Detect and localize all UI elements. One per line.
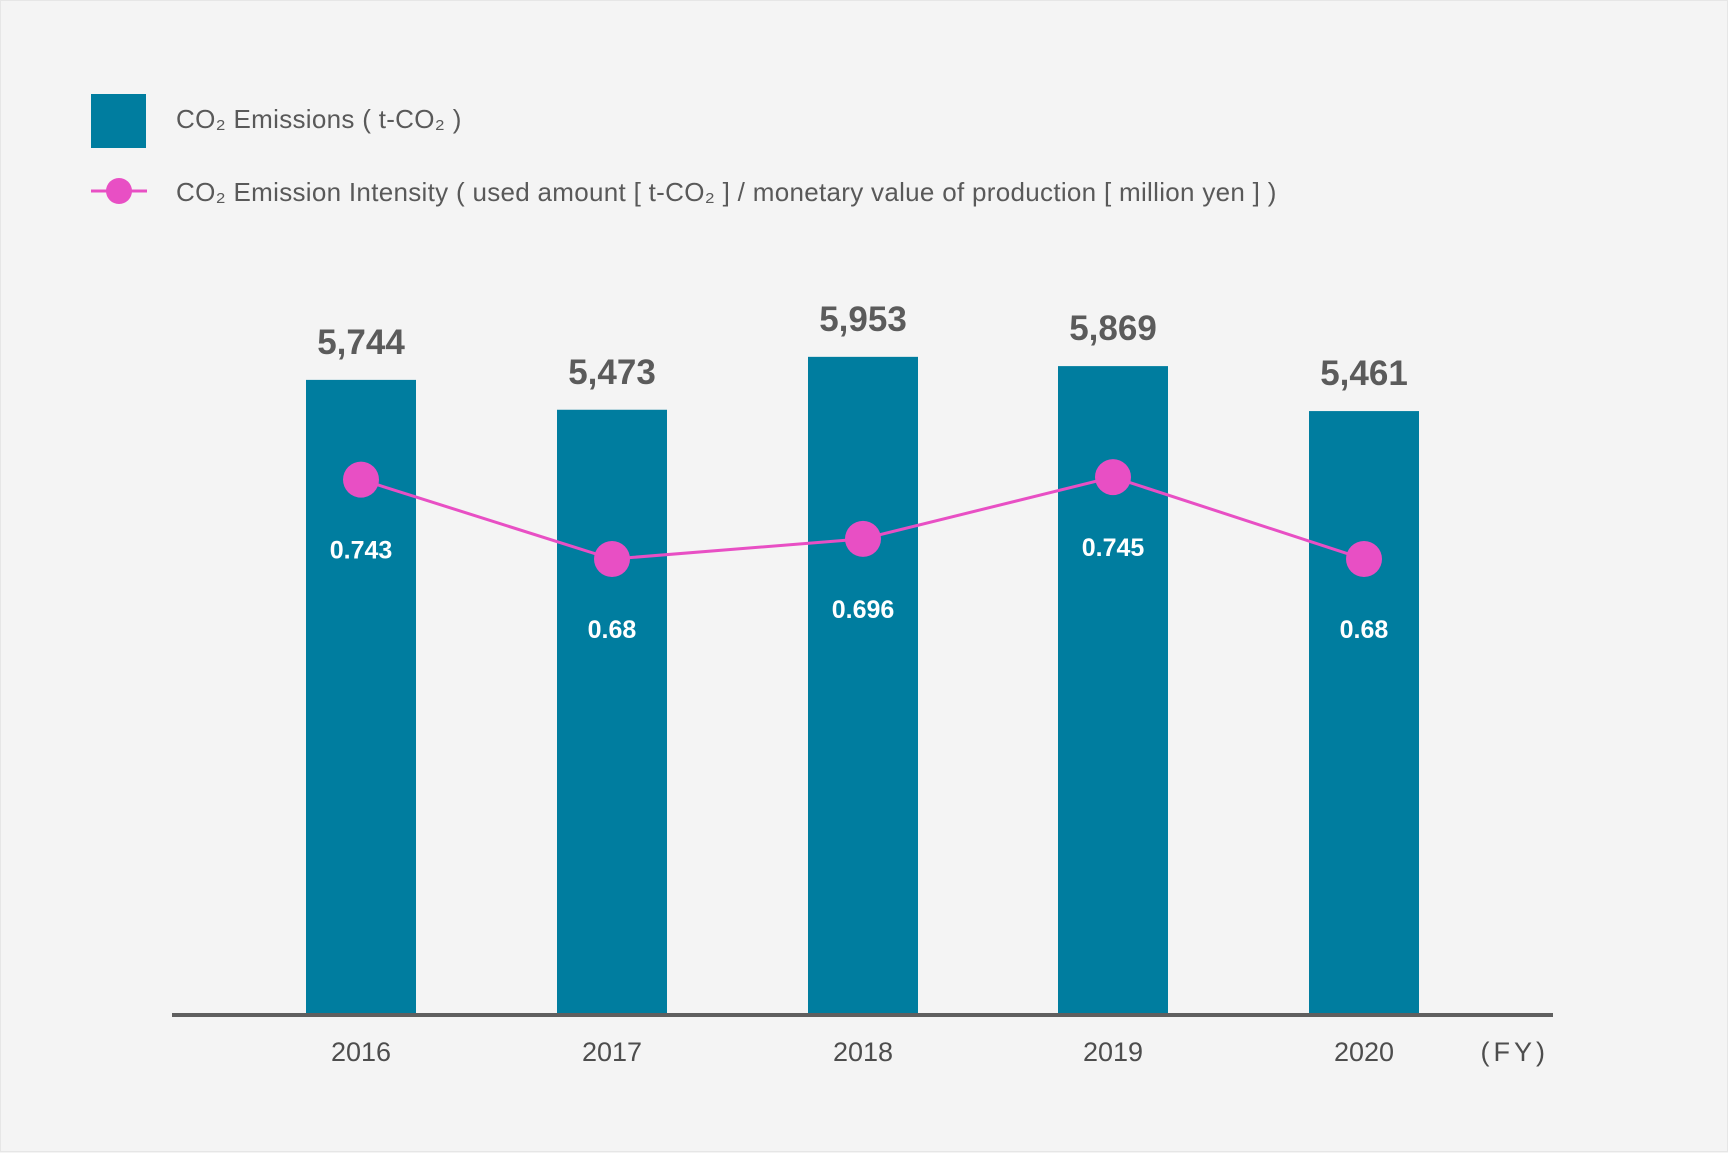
x-axis-unit-label: (FY) — [1481, 1037, 1549, 1067]
intensity-point-2017 — [594, 541, 630, 578]
intensity-point-2019 — [1095, 459, 1131, 496]
intensity-point-2016 — [343, 461, 379, 498]
bar-2017 — [557, 409, 667, 1013]
x-tick-label-2020: 2020 — [1334, 1037, 1394, 1067]
x-tick-label-2017: 2017 — [582, 1037, 642, 1067]
intensity-value-label-2019: 0.745 — [1082, 534, 1145, 562]
bar-value-label-2018: 5,953 — [819, 300, 907, 339]
legend-line-marker — [106, 178, 132, 204]
legend-bar-swatch — [91, 94, 146, 148]
bar-value-label-2020: 5,461 — [1320, 354, 1408, 393]
intensity-value-label-2016: 0.743 — [330, 537, 393, 565]
bar-value-label-2017: 5,473 — [568, 353, 656, 392]
intensity-value-label-2018: 0.696 — [832, 596, 895, 624]
legend-line-icon — [91, 178, 147, 204]
bar-value-label-2016: 5,744 — [317, 323, 405, 362]
x-tick-label-2016: 2016 — [331, 1037, 391, 1067]
bar-value-label-2019: 5,869 — [1069, 309, 1157, 348]
intensity-value-label-2020: 0.68 — [1340, 616, 1389, 644]
legend-line-label: CO₂ Emission Intensity ( used amount [ t… — [176, 177, 1277, 207]
x-tick-label-2018: 2018 — [833, 1037, 893, 1067]
intensity-point-2018 — [845, 520, 881, 557]
bar-2018 — [808, 356, 918, 1013]
bar-2020 — [1309, 411, 1419, 1014]
intensity-point-2020 — [1346, 541, 1382, 578]
x-tick-label-2019: 2019 — [1083, 1037, 1143, 1067]
intensity-value-label-2017: 0.68 — [588, 616, 637, 644]
legend-bar-label: CO₂ Emissions ( t-CO₂ ) — [176, 104, 462, 134]
